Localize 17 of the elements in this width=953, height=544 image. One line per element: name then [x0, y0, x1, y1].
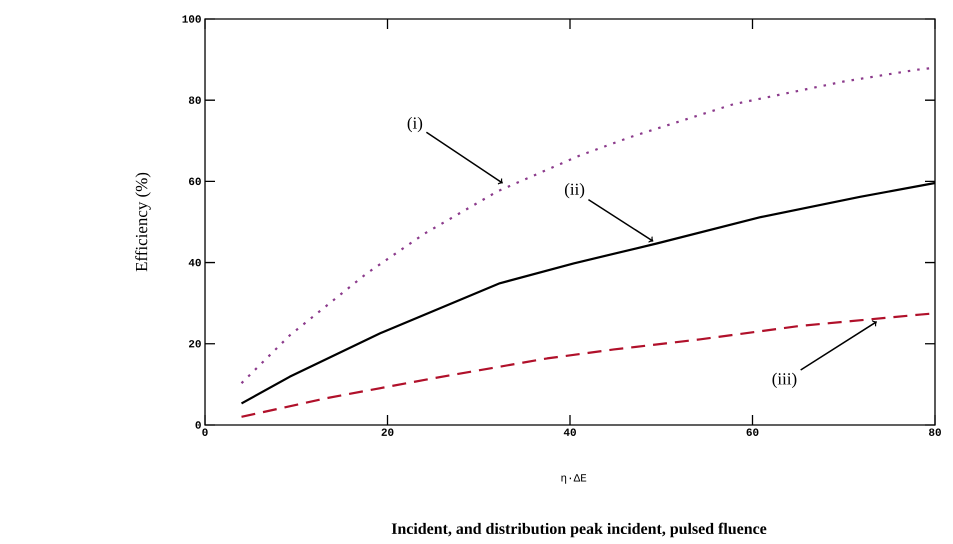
x-tick-label: 60: [746, 428, 758, 436]
y-tick-label: 0: [196, 421, 201, 429]
y-tick-label: 100: [182, 15, 201, 23]
x-tick-label: 40: [564, 428, 576, 436]
y-tick-label: 40: [188, 258, 201, 266]
annotation: (ii): [564, 183, 584, 198]
y-tick-label: 80: [188, 96, 201, 104]
y-tick-label: 20: [188, 340, 201, 348]
x-tick-label: 80: [929, 428, 941, 436]
x-axis-title: η·ΔE: [561, 474, 586, 484]
y-tick-label: 60: [189, 178, 201, 186]
x-tick-label: 20: [382, 428, 394, 436]
annotation: (iii): [772, 372, 796, 388]
y-axis-title: Efficiency (%): [135, 172, 151, 272]
annotation: (i): [408, 116, 422, 132]
text: Incident, and distribution peak incident, pulsed fluence: [392, 522, 766, 538]
x-tick-label: 0: [202, 428, 208, 436]
